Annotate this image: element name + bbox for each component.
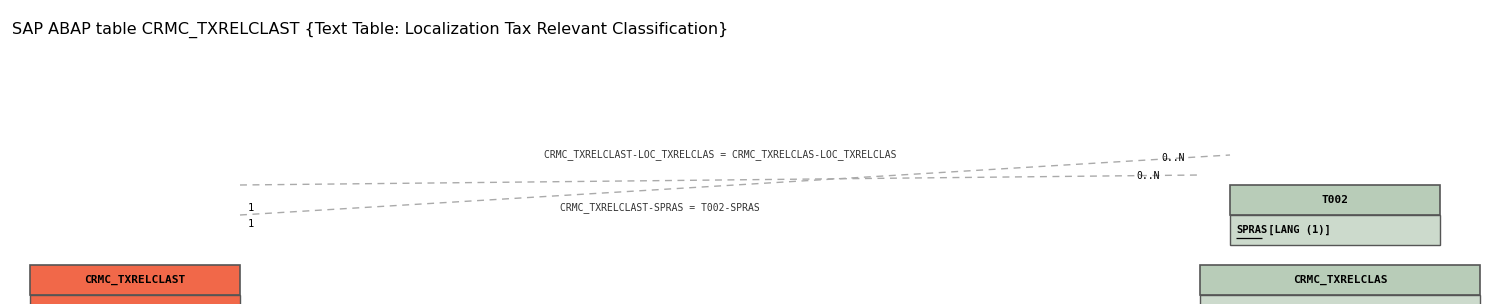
Bar bbox=[1230, 215, 1441, 245]
Bar bbox=[1230, 185, 1441, 215]
Text: 0..N: 0..N bbox=[1137, 171, 1159, 181]
Text: 1: 1 bbox=[248, 203, 254, 213]
Bar bbox=[30, 265, 239, 295]
Text: CRMC_TXRELCLAST-SPRAS = T002-SPRAS: CRMC_TXRELCLAST-SPRAS = T002-SPRAS bbox=[560, 202, 760, 213]
Text: CRMC_TXRELCLAS: CRMC_TXRELCLAS bbox=[1293, 275, 1387, 285]
Text: SPRAS: SPRAS bbox=[1236, 225, 1267, 235]
Text: [LANG (1)]: [LANG (1)] bbox=[1263, 225, 1331, 235]
Text: 1: 1 bbox=[248, 219, 254, 229]
Text: T002: T002 bbox=[1321, 195, 1348, 205]
Text: 0..N: 0..N bbox=[1161, 153, 1185, 163]
Text: SAP ABAP table CRMC_TXRELCLAST {Text Table: Localization Tax Relevant Classifica: SAP ABAP table CRMC_TXRELCLAST {Text Tab… bbox=[12, 22, 729, 38]
Text: CRMC_TXRELCLAST-LOC_TXRELCLAS = CRMC_TXRELCLAS-LOC_TXRELCLAS: CRMC_TXRELCLAST-LOC_TXRELCLAS = CRMC_TXR… bbox=[543, 149, 896, 160]
Bar bbox=[1200, 295, 1480, 304]
Bar bbox=[30, 295, 239, 304]
Text: CRMC_TXRELCLAST: CRMC_TXRELCLAST bbox=[84, 275, 186, 285]
Bar bbox=[1200, 265, 1480, 295]
